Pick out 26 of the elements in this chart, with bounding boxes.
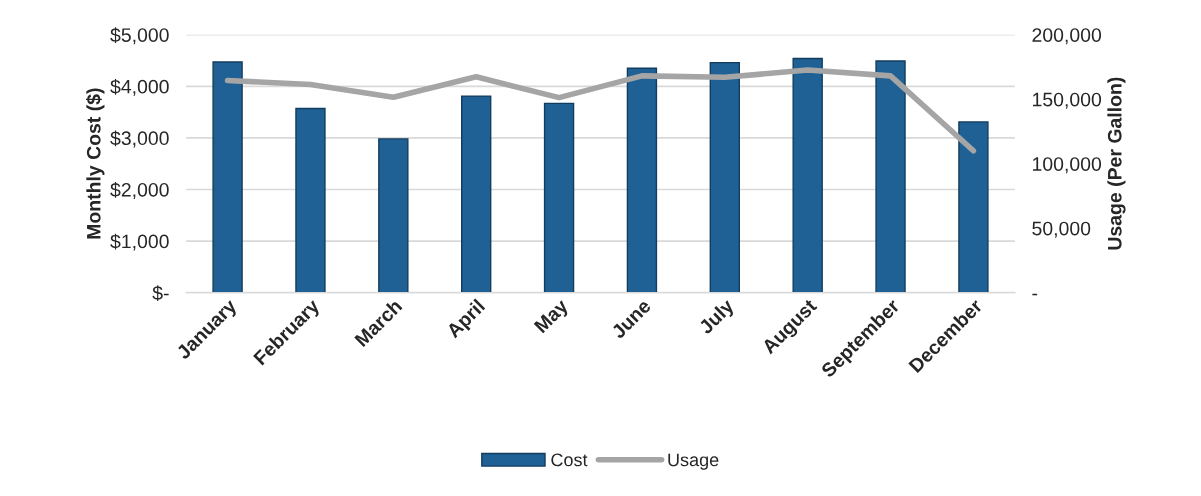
bar <box>958 121 989 293</box>
bar <box>792 57 823 293</box>
y2-tick-label: 150,000 <box>1032 92 1102 109</box>
y-tick-label: $2,000 <box>110 182 169 200</box>
y-tick-label: $4,000 <box>110 78 169 96</box>
bar <box>875 60 906 293</box>
bar <box>378 138 409 293</box>
y-tick-label: $3,000 <box>110 130 169 148</box>
bar <box>460 95 492 293</box>
bar <box>295 107 326 293</box>
y2-tick-label: - <box>1032 293 1038 296</box>
y2-tick-label: 50,000 <box>1032 221 1091 238</box>
legend-label: Usage <box>668 453 719 470</box>
y2-axis-title: Usage (Per Gallon) <box>1107 77 1126 250</box>
y-tick-label: $5,000 <box>110 27 169 45</box>
y2-tick-label: 100,000 <box>1032 157 1102 174</box>
y-axis-title: Monthly Cost ($) <box>86 88 105 239</box>
y-tick-label: $1,000 <box>110 233 169 251</box>
bar <box>626 67 658 293</box>
x-tick-label: May <box>533 298 572 337</box>
y-tick-label: $- <box>152 285 169 302</box>
legend-label: Cost <box>551 453 588 467</box>
bar <box>212 61 243 293</box>
bar <box>543 102 575 293</box>
y2-tick-label: 200,000 <box>1032 28 1102 45</box>
bar <box>709 61 741 293</box>
